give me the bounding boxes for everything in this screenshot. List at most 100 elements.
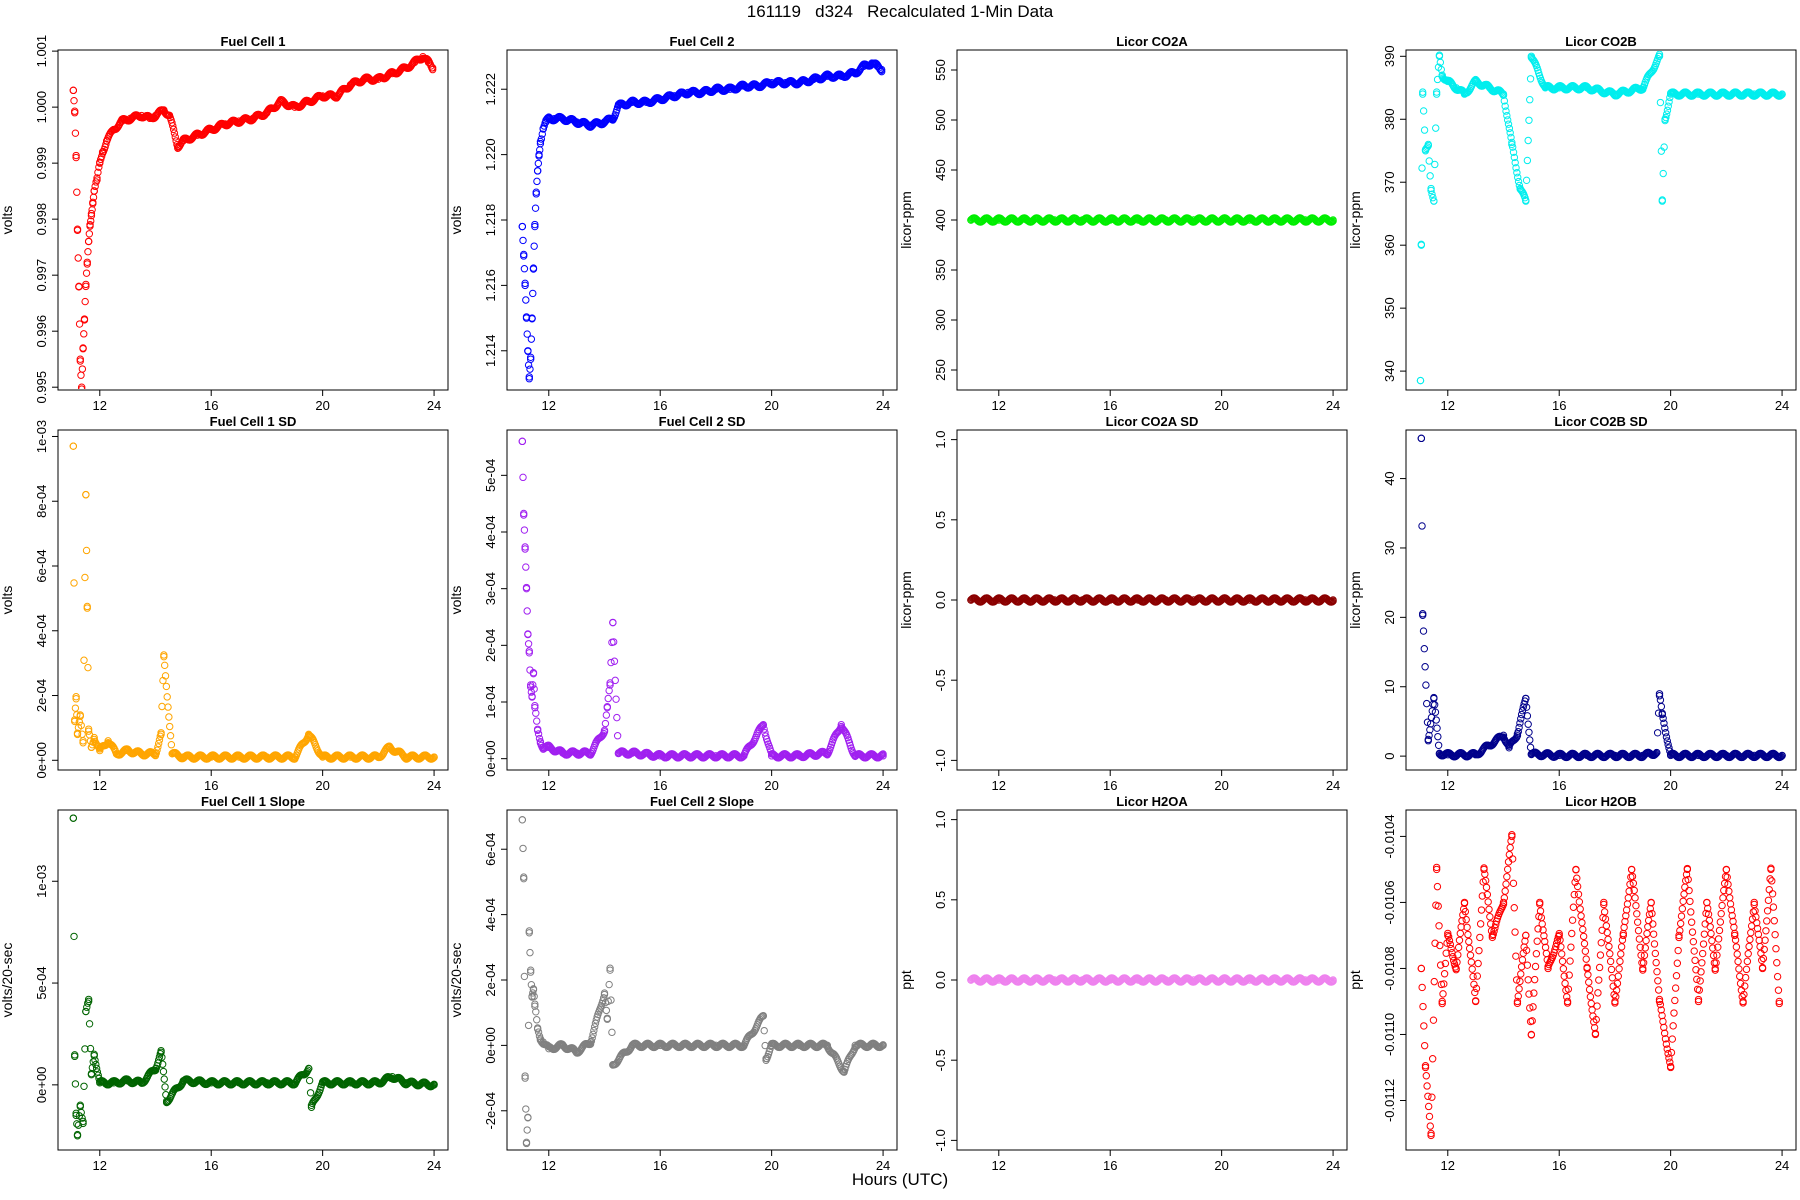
x-tick-label: 24 [876,398,890,413]
data-point [71,716,79,724]
data-point [70,932,78,941]
data-point [531,222,539,231]
x-tick-label: 12 [992,1158,1006,1173]
y-axis-label: licor-ppm [1347,571,1363,629]
series-points [967,974,1337,986]
x-tick-label: 12 [93,1158,107,1173]
x-tick-label: 16 [204,778,218,793]
data-point [1663,106,1672,115]
data-point [1506,129,1514,137]
y-tick-label: 0 [1382,753,1397,760]
series-points [69,814,438,1140]
data-point [80,656,88,664]
data-point [607,658,615,667]
y-tick-label: -0.5 [933,1049,948,1071]
data-point [1418,522,1426,530]
data-point [87,217,95,225]
data-point [72,695,80,703]
series-points [1416,51,1786,385]
data-point [1517,186,1525,194]
data-point [161,1083,169,1091]
data-point [72,693,80,701]
data-point [606,681,614,689]
data-point [590,1026,598,1035]
data-point [603,1014,611,1022]
data-point [1659,714,1667,722]
data-point [524,630,532,639]
data-point [73,1130,82,1139]
y-tick-label: 250 [933,359,948,381]
data-point [71,704,80,712]
data-point [429,1081,437,1089]
y-axis-label: licor-ppm [898,191,914,249]
data-point [1525,728,1533,736]
y-tick-label: 1e-04 [483,685,498,718]
data-point [86,1044,95,1053]
series-points [69,53,437,389]
data-point [92,1060,100,1069]
data-point [1419,90,1427,98]
y-tick-label: 0e+00 [34,1067,49,1104]
data-point [430,753,438,762]
data-point [91,182,99,191]
data-point [519,844,527,853]
data-point [84,725,93,733]
page-title: 161119 d324 Recalculated 1-Min Data [746,2,1054,21]
data-point [79,1117,87,1126]
data-point [69,814,78,822]
x-tick-label: 12 [1441,398,1455,413]
data-point [606,964,614,972]
data-point [85,230,94,238]
panel-title: Fuel Cell 2 Slope [650,794,754,809]
data-point [1514,728,1522,736]
data-point [876,1043,885,1051]
data-point [75,718,84,726]
data-point [1500,97,1509,105]
data-point [83,258,91,267]
data-point [1523,156,1532,165]
data-point [590,1023,599,1031]
data-point [604,694,612,703]
data-point [1430,197,1438,205]
data-point [612,695,620,703]
data-point [82,1007,90,1016]
data-point [82,490,90,499]
data-point [1664,740,1672,749]
data-point [531,703,539,712]
data-point [1513,732,1522,740]
data-point [160,1075,168,1083]
data-point [528,693,536,701]
y-tick-label: 1e-03 [34,420,49,453]
y-tick-label: 390 [1382,45,1397,67]
data-point [77,383,86,389]
data-point [532,188,540,196]
data-point [532,1008,540,1016]
data-point [1427,186,1435,195]
data-point [1508,143,1517,151]
data-point [531,204,540,212]
data-point [610,657,619,665]
data-point [1433,724,1441,732]
data-point [1524,136,1532,145]
data-point [90,1051,98,1060]
data-point [81,1045,89,1053]
data-point [529,289,537,298]
data-point [1434,732,1442,741]
data-point [605,980,613,989]
data-point [430,1080,438,1088]
data-point [81,573,89,582]
data-point [272,103,280,112]
y-tick-label: 400 [933,209,948,231]
data-point [520,873,528,881]
data-point [1659,169,1667,178]
data-point [759,1011,767,1020]
data-point [165,713,173,721]
data-point [429,754,437,762]
data-point [1776,92,1785,100]
data-point [72,151,80,160]
panel-title: Fuel Cell 2 SD [659,414,746,429]
plot-frame [57,809,449,1151]
data-point [1435,51,1444,59]
data-point [1777,91,1785,99]
